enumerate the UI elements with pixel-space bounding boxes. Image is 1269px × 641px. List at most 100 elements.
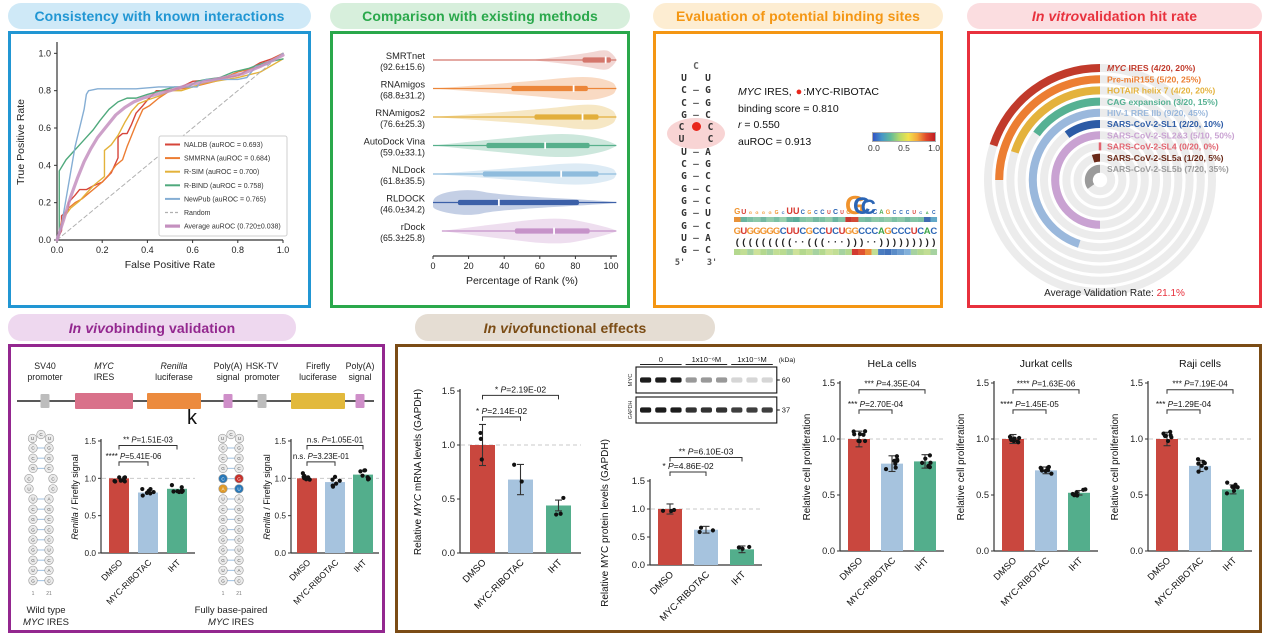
svg-text:U: U <box>826 226 833 237</box>
svg-text:G: G <box>47 446 51 451</box>
svg-text:1.0: 1.0 <box>274 473 286 483</box>
bar-DMSO <box>848 439 870 551</box>
svg-text:G: G <box>221 538 225 543</box>
svg-text:1.0: 1.0 <box>632 504 645 515</box>
svg-text:(kDa): (kDa) <box>779 357 796 364</box>
svg-text:C: C <box>31 446 35 451</box>
svg-text:Average auROC (0.720±0.038): Average auROC (0.720±0.038) <box>184 224 281 231</box>
wt-caption: Wild type MYC IRES <box>23 605 69 628</box>
svg-text:G: G <box>31 558 35 563</box>
svg-text:DMSO: DMSO <box>1146 555 1173 582</box>
svg-text:G: G <box>221 558 225 563</box>
svg-text:(65.3±25.8): (65.3±25.8) <box>380 233 425 243</box>
sequence-logo: GG(UU(GG(GG(GG(GG(GG(CC(UU(UU·CC·GG(CC(C… <box>734 190 937 255</box>
structure-row: G – C <box>681 245 711 257</box>
svg-text:promoter: promoter <box>244 372 279 382</box>
svg-text:(: ( <box>768 237 772 248</box>
svg-text:U: U <box>237 548 240 553</box>
panel-binding-validation-title: In vivo binding validation <box>8 314 296 341</box>
svg-text:SMMRNA (auROC = 0.684): SMMRNA (auROC = 0.684) <box>184 156 270 163</box>
svg-text:Poly(A): Poly(A) <box>214 361 243 371</box>
svg-text:C: C <box>27 476 31 481</box>
svg-text:·: · <box>840 237 843 248</box>
svg-text:C: C <box>237 466 241 471</box>
svg-text:C: C <box>47 558 51 563</box>
logo-letter: C <box>814 210 818 216</box>
svg-text:0.2: 0.2 <box>96 245 109 255</box>
logo-letter: A <box>879 210 884 216</box>
svg-text:SARS-CoV-2-SL4 (0/20, 0%): SARS-CoV-2-SL4 (0/20, 0%) <box>1107 142 1219 152</box>
svg-text:G: G <box>237 456 241 461</box>
logo-letter: U <box>912 210 916 216</box>
logo-letter: G <box>846 210 851 216</box>
radial-bar-chart: MYC IRES (4/20, 20%)Pre-miR155 (5/20, 25… <box>984 63 1235 299</box>
svg-text:U: U <box>238 436 241 441</box>
svg-text:0.0: 0.0 <box>442 548 455 559</box>
svg-text:U: U <box>221 497 224 502</box>
svg-text:0.2: 0.2 <box>38 198 51 208</box>
colorbar-tick: 0.5 <box>898 143 910 153</box>
svg-text:promoter: promoter <box>27 372 62 382</box>
svg-text:NewPub (auROC = 0.765): NewPub (auROC = 0.765) <box>184 196 266 203</box>
svg-text:HOTAIR helix 7 (4/20, 20%): HOTAIR helix 7 (4/20, 20%) <box>1107 86 1215 96</box>
svg-text:1.0: 1.0 <box>442 440 455 451</box>
svg-text:C: C <box>780 226 787 237</box>
svg-text:C: C <box>221 456 225 461</box>
svg-text:1.0: 1.0 <box>38 48 51 58</box>
svg-text:G: G <box>31 538 35 543</box>
svg-text:AutoDock Vina: AutoDock Vina <box>364 137 426 147</box>
svg-text:MYC IRES (4/20, 20%): MYC IRES (4/20, 20%) <box>1107 63 1196 73</box>
svg-text:1.0: 1.0 <box>84 473 96 483</box>
svg-text:0.0: 0.0 <box>1130 546 1143 556</box>
panel-binding-validation: SV40 promoter MYC IRES Renilla luciferase Poly… <box>8 344 385 633</box>
logo-letter: G <box>755 210 758 215</box>
svg-text:*** P=4.35E-04: *** P=4.35E-04 <box>864 380 920 389</box>
bar-MYC-RIBOTAC <box>1035 470 1057 551</box>
svg-text:(92.6±15.6): (92.6±15.6) <box>380 62 425 72</box>
svg-text:G: G <box>31 578 35 583</box>
bar-DMSO <box>109 478 129 553</box>
svg-text:C: C <box>51 476 55 481</box>
svg-text:* P=2.14E-02: * P=2.14E-02 <box>476 406 528 416</box>
svg-text:·: · <box>827 237 830 248</box>
bar-MYC-RIBOTAC <box>325 482 345 553</box>
logo-letter: C <box>801 210 806 216</box>
svg-text:DMSO: DMSO <box>287 557 313 583</box>
violin-chart: SMRTnet(92.6±15.6) RNAmigos(68.8±31.2) RNA… <box>364 50 619 287</box>
logo-letter: C <box>861 196 876 219</box>
bar-MYC-RIBOTAC <box>138 492 158 553</box>
structure-row: C – G <box>681 97 711 109</box>
bar-IHT <box>1222 489 1244 551</box>
svg-text:): ) <box>886 237 889 248</box>
svg-text:1.0: 1.0 <box>976 434 989 444</box>
svg-text:20: 20 <box>464 261 474 271</box>
logo-letter: C <box>906 210 910 216</box>
svg-text:U: U <box>48 436 51 441</box>
svg-text:0.4: 0.4 <box>38 160 51 170</box>
svg-text:·: · <box>801 237 804 248</box>
svg-text:SV40: SV40 <box>34 361 56 371</box>
svg-text:(: ( <box>808 237 812 248</box>
logo-letter: C <box>833 209 838 216</box>
svg-text:0.5: 0.5 <box>822 490 835 500</box>
svg-text:A: A <box>47 568 51 573</box>
svg-text:Renilla / Firefly signal: Renilla / Firefly signal <box>262 454 272 540</box>
svg-text:C: C <box>229 432 233 437</box>
svg-text:U: U <box>839 226 846 237</box>
roc-series-NewPub <box>56 52 284 241</box>
svg-text:0.0: 0.0 <box>274 548 286 558</box>
svg-text:(: ( <box>775 237 779 248</box>
svg-text:C: C <box>31 456 35 461</box>
svg-text:Firefly: Firefly <box>306 361 331 371</box>
svg-text:False Positive Rate: False Positive Rate <box>125 259 216 271</box>
svg-text:0.5: 0.5 <box>274 511 286 521</box>
structure-row: G – C <box>681 195 711 207</box>
svg-text:G: G <box>221 527 225 532</box>
svg-text:1.5: 1.5 <box>1130 378 1143 388</box>
binding-score: binding score = 0.810 <box>738 102 839 115</box>
svg-text:C: C <box>237 517 241 522</box>
roc-legend <box>158 135 288 237</box>
